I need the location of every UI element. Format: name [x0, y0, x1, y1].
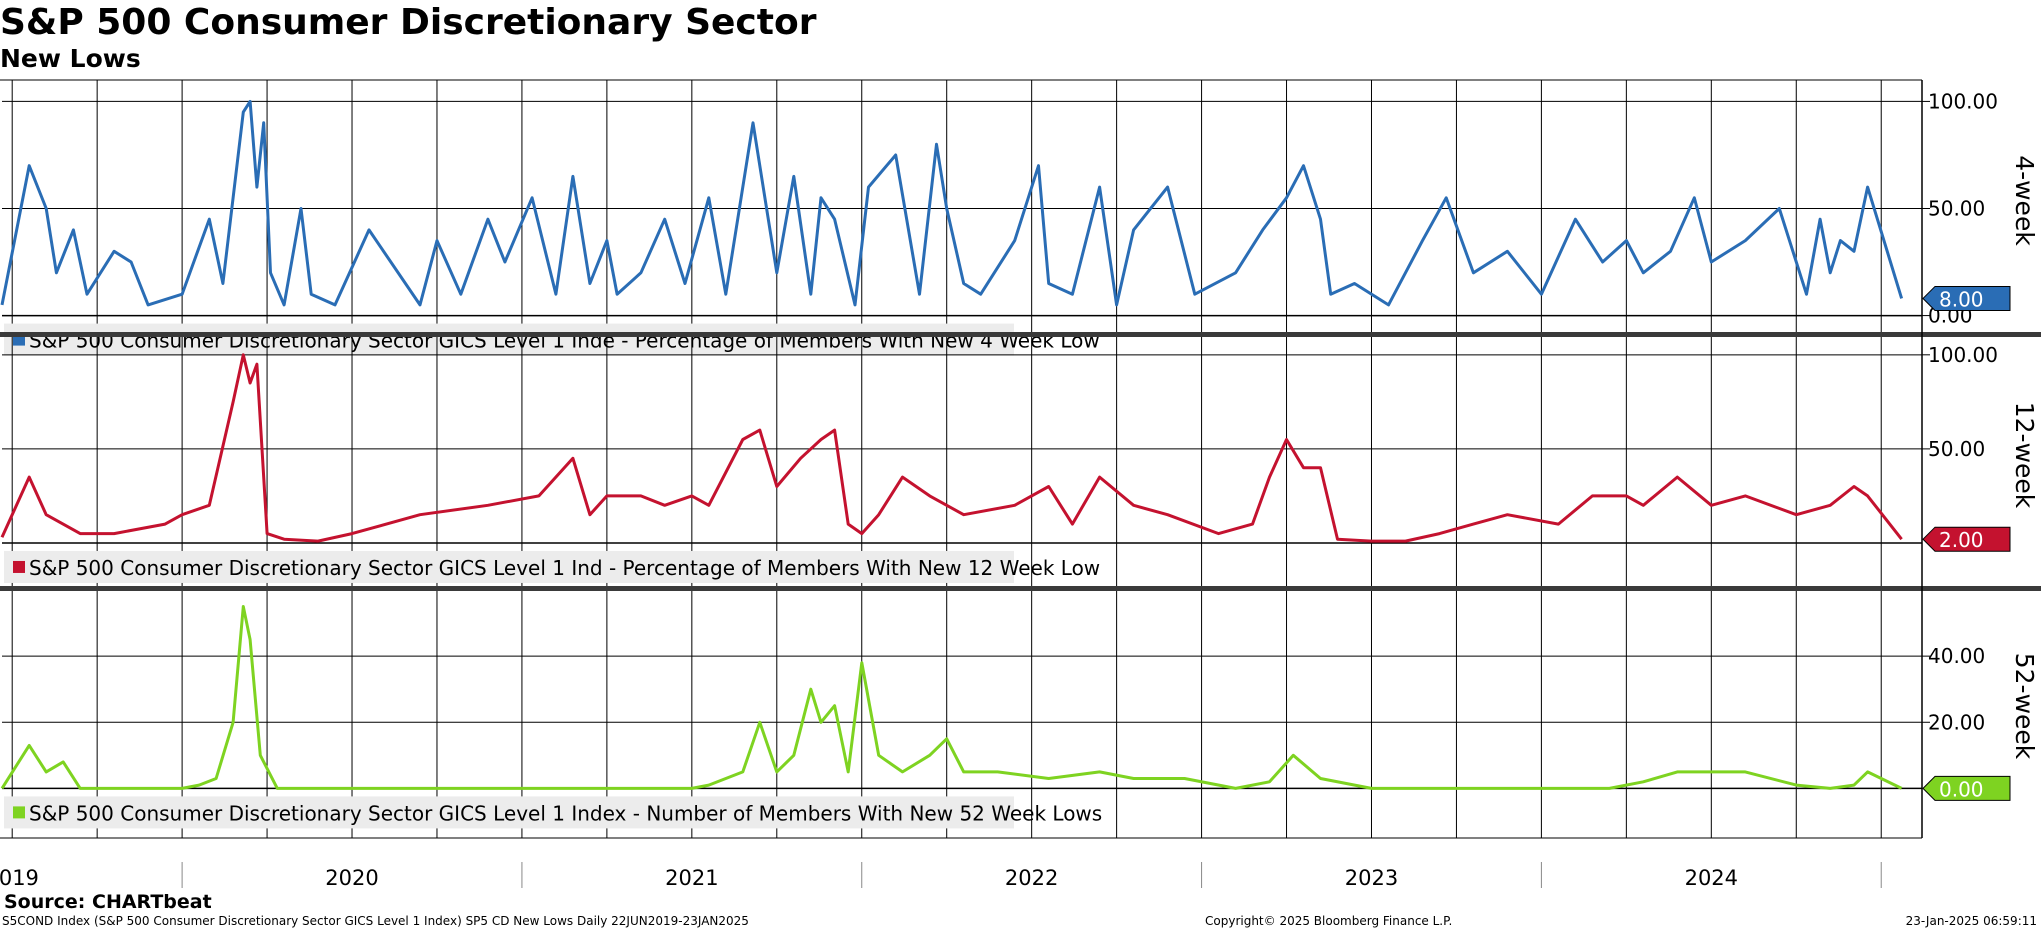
y-tick-label: 50.00: [1928, 437, 1985, 461]
source-label: Source: CHARTbeat: [4, 891, 212, 913]
y-tick-label: 40.00: [1928, 644, 1985, 668]
x-year-label: 2021: [665, 866, 718, 890]
last-value-tag: [1922, 526, 2011, 552]
chart-title: S&P 500 Consumer Discretionary Sector: [0, 2, 817, 43]
chart-subtitle: New Lows: [0, 44, 141, 73]
last-value-label: 8.00: [1939, 287, 1984, 311]
legend-box: [4, 323, 1014, 356]
y-tick-label: 100.00: [1928, 343, 1998, 367]
series-line: [0, 605, 1903, 790]
y-tick-label: 20.00: [1928, 710, 1985, 734]
panel-axis-label: 12-week: [2010, 402, 2039, 509]
x-year-label: 2022: [1005, 866, 1058, 890]
legend-box: [4, 550, 1014, 583]
footer-index-info: S5COND Index (S&P 500 Consumer Discretio…: [2, 914, 749, 928]
panel-separator: [0, 332, 2041, 337]
legend-swatch: [13, 806, 25, 819]
x-year-label: 2019: [0, 866, 39, 890]
last-value-label: 2.00: [1939, 528, 1984, 552]
panel-axis-label: 52-week: [2010, 653, 2039, 760]
last-value-tag: [1922, 775, 2011, 801]
panel-separator: [0, 586, 2041, 591]
last-value-tag: [1922, 285, 2011, 311]
footer-copyright: Copyright© 2025 Bloomberg Finance L.P.: [1205, 914, 1453, 928]
y-tick-label: 50.00: [1928, 197, 1985, 221]
y-tick-label: 100.00: [1928, 89, 1998, 113]
x-year-label: 2023: [1345, 866, 1398, 890]
footer-timestamp: 23-Jan-2025 06:59:11: [1905, 914, 2037, 928]
legend-text: S&P 500 Consumer Discretionary Sector GI…: [29, 801, 1102, 825]
legend-box: [4, 796, 1014, 829]
legend-text: S&P 500 Consumer Discretionary Sector GI…: [29, 556, 1100, 580]
panel-axis-label: 4-week: [2010, 155, 2039, 246]
last-value-label: 0.00: [1939, 777, 1984, 801]
x-year-label: 2020: [325, 866, 378, 890]
series-line: [0, 99, 1904, 307]
x-year-label: 2024: [1685, 866, 1738, 890]
series-line: [0, 353, 1903, 543]
legend-swatch: [13, 560, 25, 573]
